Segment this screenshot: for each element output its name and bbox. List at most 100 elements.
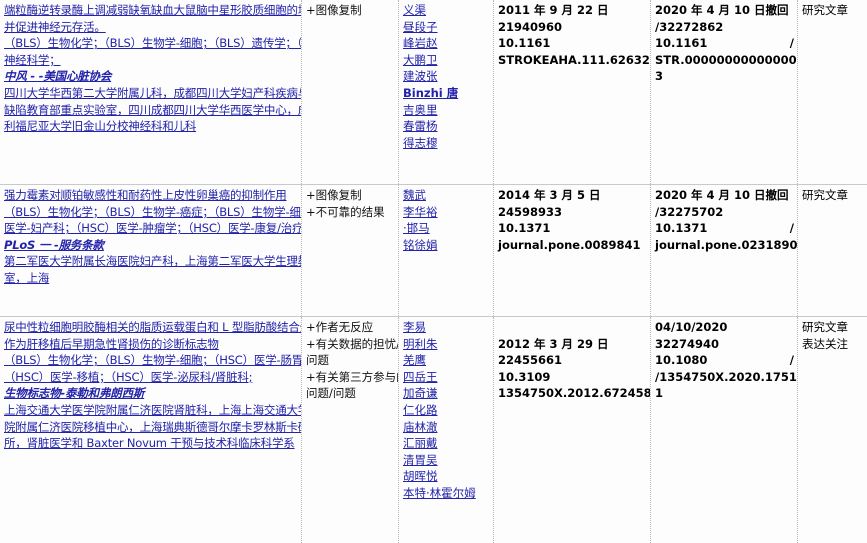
author-link[interactable]: 本特·林霍尔姆	[403, 485, 476, 500]
table-row[interactable]: 尿中性粒细胞明胶酶相关的脂质运载蛋白和 L 型脂肪酸结合蛋白 作为肝移植后早期急…	[0, 317, 867, 543]
title-line[interactable]: 尿中性粒细胞明胶酶相关的脂质运载蛋白和 L 型脂肪酸结合蛋白	[4, 320, 302, 334]
cell-article-type: 研究文章	[798, 185, 867, 316]
author-link[interactable]: 清胃吴	[403, 452, 438, 467]
expression-of-concern-label: 表达关注	[802, 336, 848, 351]
author-link[interactable]: 魏武	[403, 188, 426, 202]
cell-concerns: +作者无反应 +有关数据的担忧/ 问题 +有关第三方参与的 问题/问题	[302, 317, 399, 543]
subject-line[interactable]: （BLS）生物化学；（BLS）生物学-细胞；（BLS）遗传学；（BLS）	[4, 36, 302, 51]
author-link[interactable]: ·邯马	[403, 221, 430, 236]
cell-authors[interactable]: 义渠 昼段子 峰岩赵 大鹏卫 建波张 Binzhi 唐 吉奥里 春雷杨 得志穆	[399, 0, 494, 184]
original-spacer	[498, 319, 647, 336]
cell-original-publication: 2014 年 3 月 5 日 24598933 10.1371 journal.…	[494, 185, 651, 316]
author-link[interactable]: 昼段子	[403, 19, 438, 34]
concern-item: +有关第三方参与的	[306, 369, 399, 384]
concern-item: +作者无反应	[306, 320, 374, 334]
title-line[interactable]: 作为肝移植后早期急性肾损伤的诊断标志物	[4, 336, 219, 351]
slash-separator: /	[789, 353, 794, 368]
cell-retraction-notice: 2020 年 4 月 10 日撤回 /32275702 10.1371 / jo…	[651, 185, 798, 316]
retraction-pmid: /32272862	[655, 19, 724, 34]
author-link[interactable]: 建波张	[403, 69, 438, 84]
retraction-doi-suffix-cont: 3	[655, 69, 664, 84]
subject-line[interactable]: （HSC）医学-移植；（HSC）医学-泌尿科/肾脏科;	[4, 369, 253, 384]
author-link[interactable]: Binzhi 唐	[403, 85, 459, 100]
author-link[interactable]: 汇丽戴	[403, 436, 438, 451]
original-doi-suffix: journal.pone.0089841	[498, 237, 641, 252]
retraction-doi-prefix: 10.1080	[655, 353, 708, 368]
affiliation-line[interactable]: 四川大学华西第二大学附属儿科，成都四川大学妇产科疾病与出生	[4, 85, 302, 100]
author-link[interactable]: 四岳王	[403, 369, 438, 384]
journal-name[interactable]: 中风 - -美国心脏协会	[4, 69, 112, 84]
original-date: 2011 年 9 月 22 日	[498, 3, 609, 17]
subject-line[interactable]: 医学-妇产科；（HSC）医学-肿瘤学；（HSC）医学-康复/治疗；	[4, 221, 302, 236]
author-link[interactable]: 吉奥里	[403, 102, 438, 117]
retraction-date: 2020 年 4 月 10 日撤回	[655, 3, 789, 17]
retraction-doi-suffix: journal.pone.0231890	[655, 237, 798, 252]
author-link[interactable]: 峰岩赵	[403, 36, 438, 51]
subject-line[interactable]: （BLS）生物化学；（BLS）生物学-细胞；（HSC）医学-肠胃病学	[4, 353, 302, 368]
cell-article-type: 研究文章	[798, 0, 867, 184]
author-link[interactable]: 庙林澈	[403, 419, 438, 434]
retraction-doi-prefix-row: 10.1080 /	[655, 352, 794, 369]
concern-item: +不可靠的结果	[306, 204, 385, 219]
cell-title-journal-affiliation[interactable]: 强力霉素对顺铂敏感性和耐药性上皮性卵巢癌的抑制作用 （BLS）生物化学；（BLS…	[0, 185, 302, 316]
slash-separator: /	[789, 36, 794, 51]
original-pmid: 21940960	[498, 19, 563, 34]
retraction-doi-suffix: STR.0000000000000023	[655, 52, 798, 67]
title-line[interactable]: 端粒酶逆转录酶上调减弱缺氧缺血大鼠脑中星形胶质细胞的增殖	[4, 3, 302, 17]
journal-name[interactable]: 生物标志物-泰勒和弗朗西斯	[4, 386, 145, 401]
cell-authors[interactable]: 魏武 李华裕 ·邯马 铭徐娟	[399, 185, 494, 316]
subject-line[interactable]: 神经科学；	[4, 52, 61, 67]
cell-concerns: +图像复制	[302, 0, 399, 184]
author-link[interactable]: 义渠	[403, 3, 426, 17]
author-link[interactable]: 铭徐娟	[403, 237, 438, 252]
concern-item: +图像复制	[306, 3, 362, 17]
retraction-doi-prefix-row: 10.1161 /	[655, 35, 794, 52]
title-line[interactable]: 强力霉素对顺铂敏感性和耐药性上皮性卵巢癌的抑制作用	[4, 188, 287, 202]
cell-original-publication: 2011 年 9 月 22 日 21940960 10.1161 STROKEA…	[494, 0, 651, 184]
affiliation-line[interactable]: 缺陷教育部重点实验室，四川成都四川大学华西医学中心，成都加	[4, 102, 302, 117]
original-date: 2012 年 3 月 29 日	[498, 336, 609, 351]
slash-separator: /	[789, 221, 794, 236]
cell-retraction-notice: 04/10/2020 32274940 10.1080 / /1354750X.…	[651, 317, 798, 543]
affiliation-line[interactable]: 利福尼亚大学旧金山分校神经科和儿科	[4, 119, 197, 134]
author-link[interactable]: 加奇谦	[403, 386, 438, 401]
retraction-date: 04/10/2020	[655, 320, 728, 334]
concern-item: +有关数据的担忧/	[306, 336, 399, 351]
author-link[interactable]: 春雷杨	[403, 119, 438, 134]
author-link[interactable]: 明利朱	[403, 336, 438, 351]
original-doi-suffix: 1354750X.2012.672458	[498, 386, 651, 401]
affiliation-line[interactable]: 院附属仁济医院移植中心，上海瑞典斯德哥尔摩卡罗林斯卡研究	[4, 419, 302, 434]
cell-title-journal-affiliation[interactable]: 端粒酶逆转录酶上调减弱缺氧缺血大鼠脑中星形胶质细胞的增殖 并促进神经元存活。 （…	[0, 0, 302, 184]
original-doi-suffix: STROKEAHA.111.626325	[498, 52, 651, 67]
cell-original-publication: 2012 年 3 月 29 日 22455661 10.3109 1354750…	[494, 317, 651, 543]
author-link[interactable]: 胡晖悦	[403, 469, 438, 484]
cell-retraction-notice: 2020 年 4 月 10 日撤回 /32272862 10.1161 / ST…	[651, 0, 798, 184]
concern-item: +图像复制	[306, 188, 362, 202]
affiliation-line[interactable]: 第二军医大学附属长海医院妇产科，上海第二军医大学生理教研	[4, 254, 302, 269]
affiliation-line[interactable]: 上海交通大学医学院附属仁济医院肾脏科，上海上海交通大学医学	[4, 402, 302, 417]
cell-authors[interactable]: 李易 明利朱 羌鹰 四岳王 加奇谦 仁化路 庙林澈 汇丽戴 清胃吴 胡晖悦 本特…	[399, 317, 494, 543]
cell-title-journal-affiliation[interactable]: 尿中性粒细胞明胶酶相关的脂质运载蛋白和 L 型脂肪酸结合蛋白 作为肝移植后早期急…	[0, 317, 302, 543]
author-link[interactable]: 仁化路	[403, 402, 438, 417]
author-link[interactable]: 李易	[403, 320, 426, 334]
author-link[interactable]: 李华裕	[403, 204, 438, 219]
retraction-doi-prefix-row: 10.1371 /	[655, 220, 794, 237]
original-date: 2014 年 3 月 5 日	[498, 188, 601, 202]
article-type-label: 研究文章	[802, 3, 848, 17]
concern-item: 问题/问题	[306, 386, 356, 401]
author-link[interactable]: 羌鹰	[403, 353, 426, 368]
author-link[interactable]: 大鹏卫	[403, 52, 438, 67]
original-pmid: 22455661	[498, 353, 563, 368]
table-row[interactable]: 强力霉素对顺铂敏感性和耐药性上皮性卵巢癌的抑制作用 （BLS）生物化学；（BLS…	[0, 185, 867, 317]
subject-line[interactable]: （BLS）生物化学；（BLS）生物学-癌症；（BLS）生物学-细胞；（HSC）	[4, 204, 301, 219]
original-doi-prefix: 10.1371	[498, 221, 551, 236]
author-link[interactable]: 得志穆	[403, 135, 438, 150]
retraction-doi-prefix: 10.1371	[655, 221, 708, 236]
table-row[interactable]: 端粒酶逆转录酶上调减弱缺氧缺血大鼠脑中星形胶质细胞的增殖 并促进神经元存活。 （…	[0, 0, 867, 185]
journal-name[interactable]: PLoS 一 -服务条款	[4, 237, 104, 252]
retraction-doi-prefix: 10.1161	[655, 36, 708, 51]
title-line[interactable]: 并促进神经元存活。	[4, 19, 106, 34]
affiliation-line[interactable]: 室，上海	[4, 270, 50, 285]
affiliation-line[interactable]: 所，肾脏医学和 Baxter Novum 干预与技术科临床科学系	[4, 436, 295, 451]
